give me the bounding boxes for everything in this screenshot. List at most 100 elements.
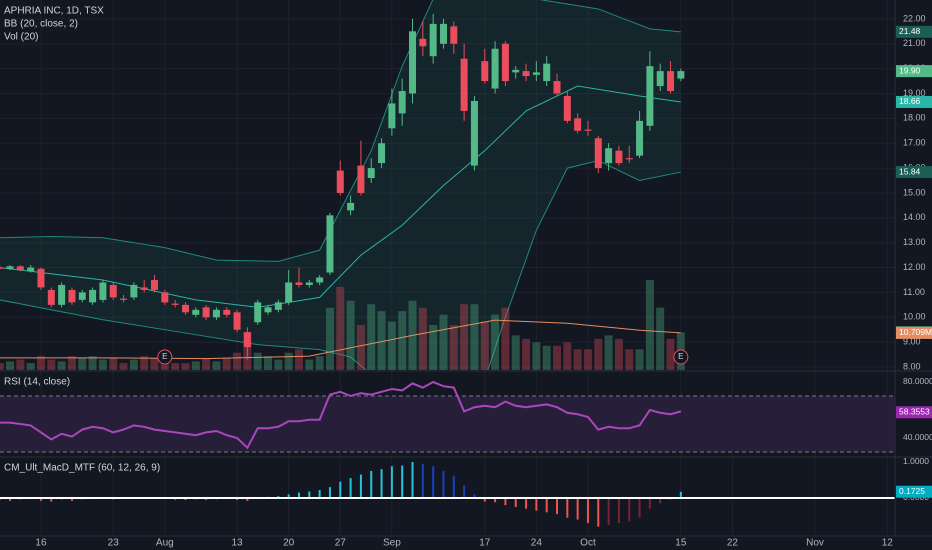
macd-bar	[60, 497, 63, 501]
candle-body	[491, 48, 499, 89]
price-badge	[896, 95, 932, 108]
macd-title: CM_Ult_MacD_MTF (60, 12, 26, 9)	[4, 463, 160, 474]
volume-bar	[16, 359, 25, 370]
candle-body	[78, 292, 86, 300]
volume-bar	[367, 304, 376, 370]
earnings-marker	[673, 349, 689, 365]
candle-body	[388, 103, 396, 129]
candle-body	[181, 304, 189, 313]
candle-body	[439, 23, 447, 44]
volume-bar	[119, 363, 128, 370]
volume-bar	[6, 361, 15, 370]
candle-body	[584, 129, 592, 131]
y-tick-label: 10.00	[903, 312, 926, 322]
candle-body	[470, 100, 478, 166]
macd-bar	[287, 494, 290, 498]
volume-bar	[429, 325, 438, 370]
candle-body	[120, 298, 128, 300]
volume-bar	[614, 338, 623, 370]
candle-body	[563, 95, 571, 121]
candle-body	[0, 267, 4, 269]
volume-bar	[78, 357, 87, 370]
volume-bar	[511, 335, 520, 370]
volume-bar	[36, 356, 45, 370]
macd-bar	[411, 461, 414, 498]
candle-body	[274, 302, 282, 310]
macd-bar	[525, 497, 528, 509]
volume-bar	[233, 352, 242, 370]
volume-bar	[98, 359, 107, 370]
volume-bar	[264, 356, 273, 370]
candle-body	[357, 165, 365, 193]
volume-bar	[325, 307, 334, 370]
volume-bar	[88, 356, 97, 370]
y-tick-label: 40.0000	[903, 432, 932, 442]
earnings-marker	[157, 349, 173, 365]
candle-body	[667, 71, 675, 92]
y-tick-label: 21.00	[903, 38, 926, 48]
x-tick-label: 20	[283, 538, 295, 549]
indicator-legend: Vol (20)	[4, 32, 38, 43]
y-tick-label: 15.00	[903, 187, 926, 197]
bollinger-line	[0, 160, 681, 370]
x-tick-label: Sep	[383, 538, 401, 549]
volume-bar	[305, 359, 314, 370]
y-tick-label: 13.00	[903, 237, 926, 247]
candle-body	[481, 61, 489, 82]
price-badge-label: 18.66	[899, 96, 921, 106]
macd-bar	[390, 466, 393, 498]
volume-bar	[202, 357, 211, 370]
price-badge	[896, 326, 932, 339]
candle-body	[677, 71, 685, 79]
volume-bar	[377, 311, 386, 370]
macd-bar	[556, 497, 559, 515]
macd-bar	[359, 474, 362, 498]
candle-body	[58, 284, 66, 305]
macd-bar	[318, 490, 321, 498]
candle-body	[151, 279, 159, 290]
x-tick-label: 12	[882, 538, 894, 549]
candle-body	[512, 69, 520, 73]
macd-bar	[566, 497, 569, 518]
axes: 16 23 Aug 13 20 27 Sep 17 24 Oct 15 22 Nov 12 8.00 9.00…	[35, 13, 932, 549]
y-tick-label: 1.0000	[903, 456, 929, 466]
candle-body	[532, 72, 540, 75]
price-badge-label: 10.709M	[899, 327, 932, 337]
y-tick-label: 11.00	[903, 287, 925, 297]
x-tick-label: 15	[675, 538, 687, 549]
macd-bar	[617, 497, 620, 524]
volume-bar	[222, 357, 231, 370]
macd-bar	[473, 494, 476, 498]
candle-body	[16, 266, 24, 271]
macd-bar	[246, 497, 249, 501]
price-badge	[896, 65, 932, 78]
candle-body	[419, 38, 427, 47]
y-tick-label: 80.0000	[903, 376, 932, 386]
macd-bar	[452, 475, 455, 498]
macd-bar	[535, 497, 538, 511]
macd-bar	[607, 497, 610, 525]
macd-bar	[9, 497, 12, 501]
volume-bar	[346, 300, 355, 370]
volume-bar	[140, 356, 149, 370]
volume-bar	[150, 357, 159, 370]
candle-body	[109, 284, 117, 298]
macd-bar	[597, 497, 600, 527]
macd-bar	[19, 497, 22, 501]
candle-body	[161, 292, 169, 303]
macd-bar	[638, 497, 641, 518]
macd-bar	[328, 487, 331, 498]
candle-body	[130, 284, 138, 298]
macd-bar	[628, 497, 631, 522]
candle-body	[223, 309, 231, 315]
macd-bar	[576, 497, 579, 520]
macd-bar	[370, 470, 373, 498]
candle-body	[646, 66, 654, 126]
volume-bar	[645, 280, 654, 370]
volume-bar	[387, 321, 396, 370]
candle-body	[202, 307, 210, 318]
candle-body	[347, 202, 355, 211]
volume-bar	[171, 363, 180, 370]
